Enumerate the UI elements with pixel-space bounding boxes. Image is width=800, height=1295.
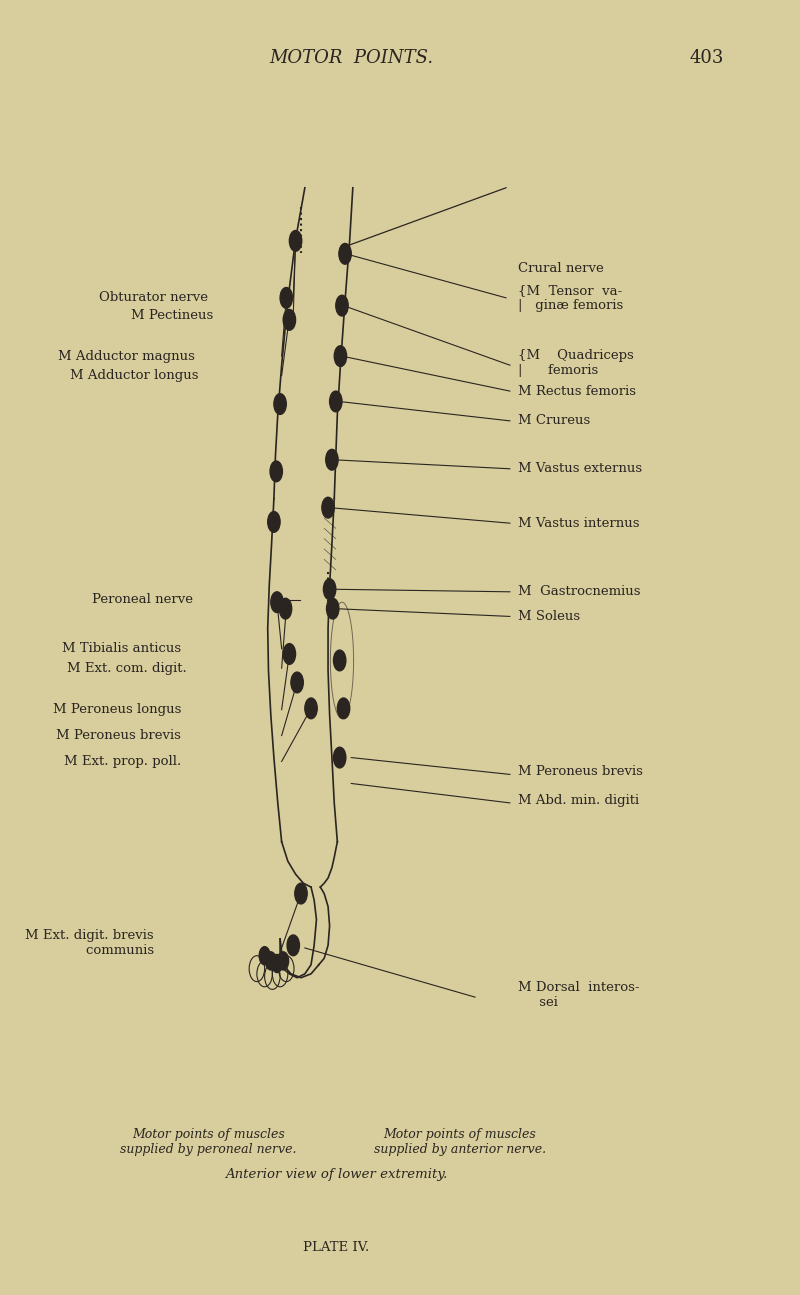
Text: M Vastus externus: M Vastus externus <box>518 462 642 475</box>
Circle shape <box>322 497 334 518</box>
Circle shape <box>330 391 342 412</box>
Circle shape <box>334 650 346 671</box>
Text: M Adductor longus: M Adductor longus <box>70 369 198 382</box>
Circle shape <box>271 592 283 613</box>
Text: M Crureus: M Crureus <box>518 414 590 427</box>
Text: M Ext. com. digit.: M Ext. com. digit. <box>66 662 186 675</box>
Text: M Peroneus brevis: M Peroneus brevis <box>56 729 181 742</box>
Circle shape <box>336 295 348 316</box>
Circle shape <box>268 512 280 532</box>
Text: Crural nerve: Crural nerve <box>518 262 603 275</box>
Circle shape <box>291 672 303 693</box>
Text: M  Gastrocnemius: M Gastrocnemius <box>518 585 640 598</box>
Text: M Pectineus: M Pectineus <box>131 310 214 322</box>
Text: M Soleus: M Soleus <box>518 610 580 623</box>
Text: 403: 403 <box>690 49 724 67</box>
Text: Motor points of muscles
supplied by peroneal nerve.: Motor points of muscles supplied by pero… <box>120 1128 296 1156</box>
Text: MOTOR  POINTS.: MOTOR POINTS. <box>270 49 434 67</box>
Circle shape <box>334 346 346 366</box>
Text: Obturator nerve: Obturator nerve <box>99 291 208 304</box>
Circle shape <box>259 947 270 965</box>
Text: {M  Tensor  va-
|   ginæ femoris: {M Tensor va- | ginæ femoris <box>518 284 623 312</box>
Text: PLATE IV.: PLATE IV. <box>302 1241 369 1254</box>
Circle shape <box>278 952 289 970</box>
Text: M Rectus femoris: M Rectus femoris <box>518 385 636 398</box>
Circle shape <box>271 954 282 973</box>
Circle shape <box>270 461 282 482</box>
Text: M Peroneus brevis: M Peroneus brevis <box>518 765 642 778</box>
Circle shape <box>279 598 292 619</box>
Circle shape <box>323 579 336 600</box>
Text: M Ext. digit. brevis
        communis: M Ext. digit. brevis communis <box>26 929 154 957</box>
Text: M Ext. prop. poll.: M Ext. prop. poll. <box>64 755 181 768</box>
Circle shape <box>305 698 318 719</box>
Text: Peroneal nerve: Peroneal nerve <box>92 593 193 606</box>
Circle shape <box>290 231 302 251</box>
Circle shape <box>326 598 339 619</box>
Text: M Tibialis anticus: M Tibialis anticus <box>62 642 181 655</box>
Circle shape <box>266 952 276 970</box>
Circle shape <box>334 747 346 768</box>
Circle shape <box>338 698 350 719</box>
Text: Anterior view of lower extremity.: Anterior view of lower extremity. <box>225 1168 447 1181</box>
Circle shape <box>294 883 307 904</box>
Circle shape <box>339 243 351 264</box>
Text: M Peroneus longus: M Peroneus longus <box>53 703 181 716</box>
Text: {M    Quadriceps
|      femoris: {M Quadriceps | femoris <box>518 348 634 377</box>
Circle shape <box>280 287 293 308</box>
Circle shape <box>283 644 295 664</box>
Text: M Vastus internus: M Vastus internus <box>518 517 639 530</box>
Circle shape <box>274 394 286 414</box>
Circle shape <box>283 310 295 330</box>
Text: M Abd. min. digiti: M Abd. min. digiti <box>518 794 638 807</box>
Circle shape <box>287 935 299 956</box>
Text: Motor points of muscles
supplied by anterior nerve.: Motor points of muscles supplied by ante… <box>374 1128 546 1156</box>
Circle shape <box>326 449 338 470</box>
Text: M Adductor magnus: M Adductor magnus <box>58 350 195 363</box>
Text: M Dorsal  interos-
     sei: M Dorsal interos- sei <box>518 980 639 1009</box>
